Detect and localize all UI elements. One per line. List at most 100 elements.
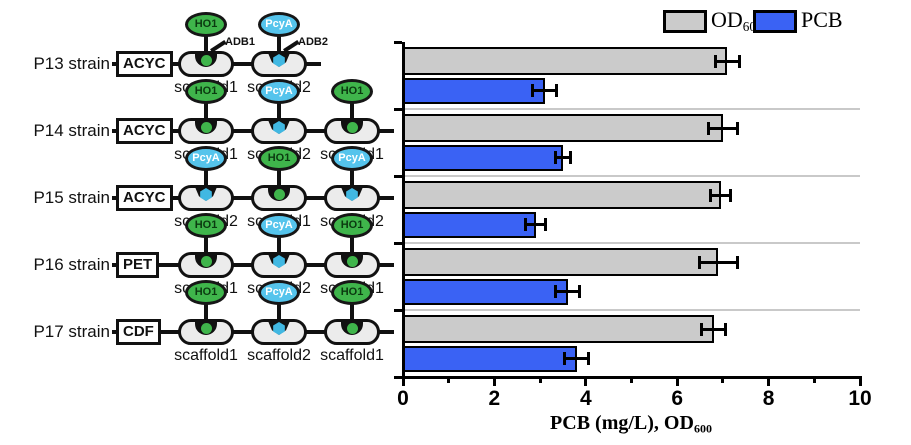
y-axis-tick: [394, 174, 402, 178]
ho1-enzyme: HO1: [185, 280, 227, 305]
enzyme-stem: [277, 34, 281, 53]
error-bar-cap: [524, 218, 528, 231]
adb1-marker: [346, 256, 358, 267]
x-axis-tick-label: 0: [397, 387, 409, 410]
x-axis-tick: [584, 377, 588, 386]
x-axis-title: PCB (mg/L), OD600: [550, 412, 712, 436]
adb1-marker: [200, 323, 212, 334]
y-axis-tick: [394, 40, 402, 44]
pcb-legend-swatch: [753, 10, 797, 33]
group-separator-line: [403, 108, 860, 110]
x-axis-tick-label: 10: [848, 387, 872, 410]
enzyme-stem: [277, 168, 281, 187]
x-axis-tick: [401, 377, 405, 386]
enzyme-stem: [350, 302, 354, 321]
plasmid-box: CDF: [116, 319, 161, 345]
enzyme-stem: [204, 302, 208, 321]
plasmid-box: ACYC: [116, 185, 173, 211]
error-bar-cap: [543, 218, 547, 231]
plasmid-box: ACYC: [116, 51, 173, 77]
ho1-enzyme: HO1: [331, 280, 373, 305]
scaffold-label: scaffold1: [174, 347, 238, 364]
error-bar-line: [709, 193, 733, 197]
pcb-legend-label: PCB: [801, 7, 843, 32]
enzyme-stem: [350, 168, 354, 187]
error-bar-cap: [587, 352, 591, 365]
y-axis-tick: [394, 308, 402, 312]
error-bar-line: [697, 260, 739, 264]
error-bar-line: [553, 156, 573, 159]
adb2-marker: [273, 255, 285, 268]
error-bar-line: [553, 290, 582, 293]
x-axis-minor-tick: [630, 377, 633, 383]
error-bar-cap: [700, 322, 704, 336]
error-bar-cap: [697, 255, 701, 269]
error-bar-cap: [530, 84, 534, 97]
pcb-bar-P16: [403, 278, 568, 305]
group-separator-line: [403, 309, 860, 311]
ho1-enzyme: HO1: [258, 146, 300, 171]
pcya-enzyme: PcyA: [185, 146, 227, 171]
adb2-marker: [273, 54, 285, 67]
adb2-marker: [273, 322, 285, 335]
strain-label: P16 strain: [33, 255, 110, 274]
od600-bar-P15: [403, 181, 721, 209]
od600-bar-P17: [403, 315, 714, 343]
error-bar-line: [530, 89, 559, 92]
adb1-marker: [346, 122, 358, 133]
ho1-enzyme: HO1: [185, 213, 227, 238]
scaffold-label: scaffold2: [247, 347, 311, 364]
error-bar-cap: [724, 322, 728, 336]
scaffold-label: scaffold1: [320, 347, 384, 364]
plasmid-box: PET: [116, 252, 160, 278]
error-bar-cap: [713, 54, 717, 68]
adb1-marker: [346, 323, 358, 334]
strain-diagrams: P13 strainACYCHO1scaffold1ADB1PcyAscaffo…: [0, 0, 400, 445]
error-bar-cap: [569, 151, 573, 164]
pcya-enzyme: PcyA: [258, 213, 300, 238]
x-axis-tick-label: 2: [488, 387, 501, 410]
plot-area: [403, 42, 860, 377]
group-separator-line: [403, 242, 860, 244]
error-bar-cap: [553, 285, 557, 298]
enzyme-stem: [277, 101, 281, 120]
error-bar-cap: [706, 121, 710, 135]
x-axis-minor-tick: [447, 377, 451, 383]
x-axis-tick: [492, 377, 496, 386]
x-axis-minor-tick: [812, 377, 816, 383]
strain-label: P17 strain: [33, 322, 110, 341]
ho1-enzyme: HO1: [331, 213, 373, 238]
strain-label: P14 strain: [33, 121, 110, 140]
enzyme-stem: [277, 302, 281, 321]
adb2-marker: [200, 188, 212, 201]
strain-label: P13 strain: [33, 54, 110, 73]
enzyme-stem: [204, 168, 208, 187]
y-axis-tick: [394, 107, 402, 111]
error-bar-cap: [738, 54, 742, 68]
enzyme-stem: [277, 235, 281, 254]
adb1-marker: [200, 122, 212, 133]
ho1-enzyme: HO1: [185, 79, 227, 104]
y-axis-tick: [394, 375, 402, 379]
y-axis-line: [401, 42, 405, 379]
plasmid-box: ACYC: [116, 118, 173, 144]
x-axis-minor-tick: [721, 377, 725, 383]
x-axis-tick: [858, 377, 862, 386]
strain-label: P15 strain: [33, 188, 110, 207]
ho1-enzyme: HO1: [331, 79, 373, 104]
y-axis-tick: [394, 241, 402, 245]
adb1-marker: [200, 55, 212, 66]
enzyme-stem: [350, 235, 354, 254]
pcb-bar-P14: [403, 144, 563, 171]
error-bar-cap: [709, 188, 713, 202]
error-bar-cap: [735, 255, 739, 269]
pcb-bar-P13: [403, 77, 545, 104]
error-bar-cap: [555, 84, 559, 97]
od600-legend-swatch: [663, 10, 707, 33]
enzyme-stem: [350, 101, 354, 120]
adb2-marker: [273, 121, 285, 134]
pcya-enzyme: PcyA: [258, 280, 300, 305]
pcya-enzyme: PcyA: [331, 146, 373, 171]
